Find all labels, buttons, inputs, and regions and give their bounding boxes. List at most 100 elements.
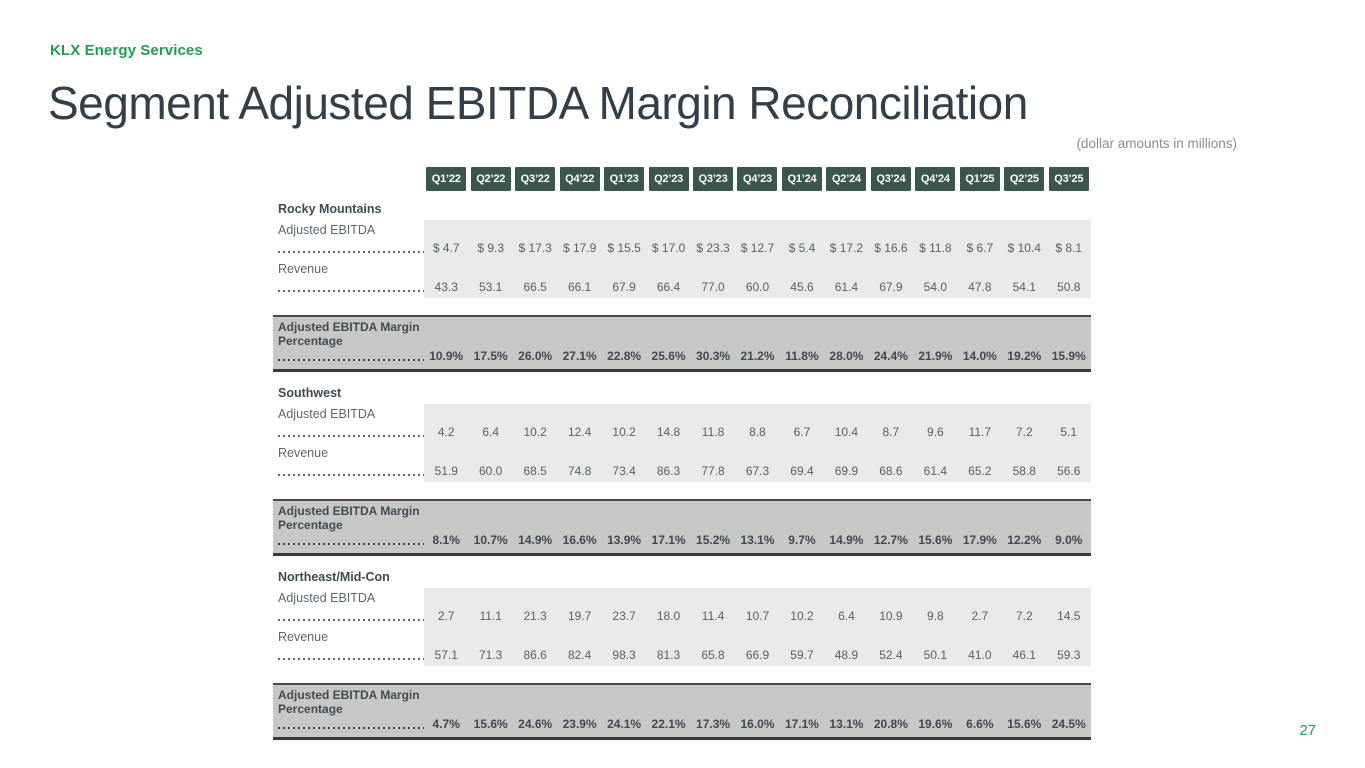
value-cell: 10.9 xyxy=(879,609,903,623)
leader-dots-line xyxy=(278,290,424,292)
row-label-cell: Adjusted EBITDA xyxy=(273,588,424,627)
quarter-label: Q4’22 xyxy=(559,167,600,191)
value-cell: 73.4 xyxy=(612,464,636,478)
value-cell: 43.3 xyxy=(434,280,458,294)
value-cell: 74.8 xyxy=(567,464,592,478)
value-cell: 23.9% xyxy=(562,717,597,731)
value-cell: 10.9% xyxy=(429,349,464,363)
segment-title: Northeast/Mid-Con xyxy=(278,570,390,584)
leader-dots-line xyxy=(278,619,424,621)
quarter-header-cell: Q1’24 xyxy=(780,167,824,191)
value-cell: $ 6.7 xyxy=(966,241,994,255)
row-label: Adjusted EBITDA xyxy=(278,223,376,237)
leader-dots-line xyxy=(278,251,424,253)
quarter-header-cell: Q2’23 xyxy=(646,167,690,191)
value-cell: 11.8% xyxy=(785,349,819,363)
value-cell: 17.1% xyxy=(651,533,686,547)
page-number: 27 xyxy=(1299,722,1316,739)
value-cell: $ 8.1 xyxy=(1055,241,1083,255)
value-cell: 4.2 xyxy=(437,425,455,439)
value-cell: 15.6% xyxy=(1007,717,1042,731)
value-cell: $ 17.0 xyxy=(651,241,686,255)
value-cell: 50.1 xyxy=(923,648,948,662)
value-cell: 60.0 xyxy=(745,280,770,294)
value-cell: 6.4 xyxy=(482,425,500,439)
margin-band: Adjusted EBITDA Margin Percentage 10.9% 17… xyxy=(273,315,1091,372)
value-cell: 77.0 xyxy=(701,280,725,294)
value-cell: 15.2% xyxy=(696,533,731,547)
value-cell: 66.1 xyxy=(567,280,592,294)
leader-dots-line xyxy=(278,658,424,660)
quarter-label: Q1’24 xyxy=(781,167,822,191)
value-cell: 24.6% xyxy=(518,717,553,731)
row-label: Adjusted EBITDA Margin Percentage xyxy=(278,320,420,348)
value-cell: 11.8 xyxy=(701,425,725,439)
quarter-header-cell: Q4’24 xyxy=(913,167,957,191)
value-cell: 25.6% xyxy=(651,349,686,363)
value-cell: 60.0 xyxy=(479,464,503,478)
value-cell: 10.4 xyxy=(834,425,859,439)
quarter-label: Q1’22 xyxy=(426,167,467,191)
segment-data-panel: Adjusted EBITDA $ 4.7 $ 9.3 $ 17.3 $ 17.9 $ 1… xyxy=(273,220,1091,298)
value-cell: 50.8 xyxy=(1057,280,1081,294)
value-cell: $ 4.7 xyxy=(432,241,460,255)
value-cell: 86.3 xyxy=(656,464,681,478)
segment-data-panel: Adjusted EBITDA 4.2 6.4 10.2 12.4 10.2 14.8 11.… xyxy=(273,404,1091,482)
value-cell: 9.8 xyxy=(927,609,944,623)
value-cell: 7.2 xyxy=(1015,425,1033,439)
value-cell: 13.1% xyxy=(829,717,864,731)
value-cell: $ 11.8 xyxy=(919,241,952,255)
data-row-margin-percentage: Adjusted EBITDA Margin Percentage 8.1% 10.… xyxy=(273,501,1091,553)
value-cell: 5.1 xyxy=(1060,425,1078,439)
leader-dots-line xyxy=(278,359,424,361)
row-label: Revenue xyxy=(278,262,329,276)
margin-band: Adjusted EBITDA Margin Percentage 8.1% 10.… xyxy=(273,499,1091,556)
value-cell: 8.7 xyxy=(882,425,900,439)
header-spacer xyxy=(273,167,424,191)
value-cell: 67.9 xyxy=(879,280,903,294)
data-row-margin-percentage: Adjusted EBITDA Margin Percentage 4.7% 15.… xyxy=(273,685,1091,737)
value-cell: 14.5 xyxy=(1057,609,1081,623)
value-cell: 46.1 xyxy=(1012,648,1036,662)
value-cell: 2.7 xyxy=(971,609,989,623)
value-cell: $ 17.9 xyxy=(562,241,597,255)
row-label-cell: Adjusted EBITDA Margin Percentage xyxy=(273,317,424,369)
value-cell: 6.4 xyxy=(838,609,855,623)
value-cell: 6.6% xyxy=(966,717,994,731)
value-cell: 20.8% xyxy=(873,717,908,731)
value-cell: 48.9 xyxy=(834,648,859,662)
value-cell: 54.1 xyxy=(1012,280,1036,294)
value-cell: 8.1% xyxy=(432,533,460,547)
value-cell: 56.6 xyxy=(1057,464,1081,478)
quarter-label: Q2’25 xyxy=(1004,167,1045,191)
segment-data-panel: Adjusted EBITDA 2.7 11.1 21.3 19.7 23.7 18.0 11… xyxy=(273,588,1091,666)
value-cell: 86.6 xyxy=(523,648,547,662)
value-cell: 10.7 xyxy=(745,609,770,623)
data-row-margin-percentage: Adjusted EBITDA Margin Percentage 10.9% 17… xyxy=(273,317,1091,369)
segment-table: Q1’22 Q2’22 Q3’22 Q4’22 Q1’23 Q2’23 Q3’23 Q4’23… xyxy=(273,167,1091,740)
value-cell: 19.6% xyxy=(918,717,953,731)
value-cell: 17.9% xyxy=(962,533,997,547)
value-cell: 77.8 xyxy=(701,464,725,478)
value-cell: $ 10.4 xyxy=(1007,241,1041,255)
value-cell: 57.1 xyxy=(434,648,458,662)
quarter-label: Q1’23 xyxy=(604,167,645,191)
value-cell: 24.5% xyxy=(1051,717,1086,731)
segment-block: Southwest Adjusted EBITDA 4.2 6.4 10.2 12.4 10… xyxy=(273,386,1091,556)
value-cell: 66.4 xyxy=(656,280,681,294)
row-label-cell: Revenue xyxy=(273,259,424,298)
quarter-header-cell: Q2’25 xyxy=(1002,167,1046,191)
value-cell: 41.0 xyxy=(968,648,992,662)
value-cell: 16.0% xyxy=(740,717,775,731)
value-cell: 10.2 xyxy=(612,425,636,439)
data-row-revenue: Revenue 43.3 53.1 66.5 66.1 67.9 66.4 77.0 60.0 4… xyxy=(273,259,1091,298)
value-cell: 18.0 xyxy=(656,609,681,623)
value-cell: 59.3 xyxy=(1057,648,1081,662)
value-cell: 65.8 xyxy=(701,648,725,662)
margin-band: Adjusted EBITDA Margin Percentage 4.7% 15.… xyxy=(273,683,1091,740)
units-note: (dollar amounts in millions) xyxy=(1076,136,1237,151)
value-cell: 13.9% xyxy=(607,533,642,547)
value-cell: 15.6% xyxy=(473,717,508,731)
quarter-header-cell: Q2’22 xyxy=(468,167,512,191)
